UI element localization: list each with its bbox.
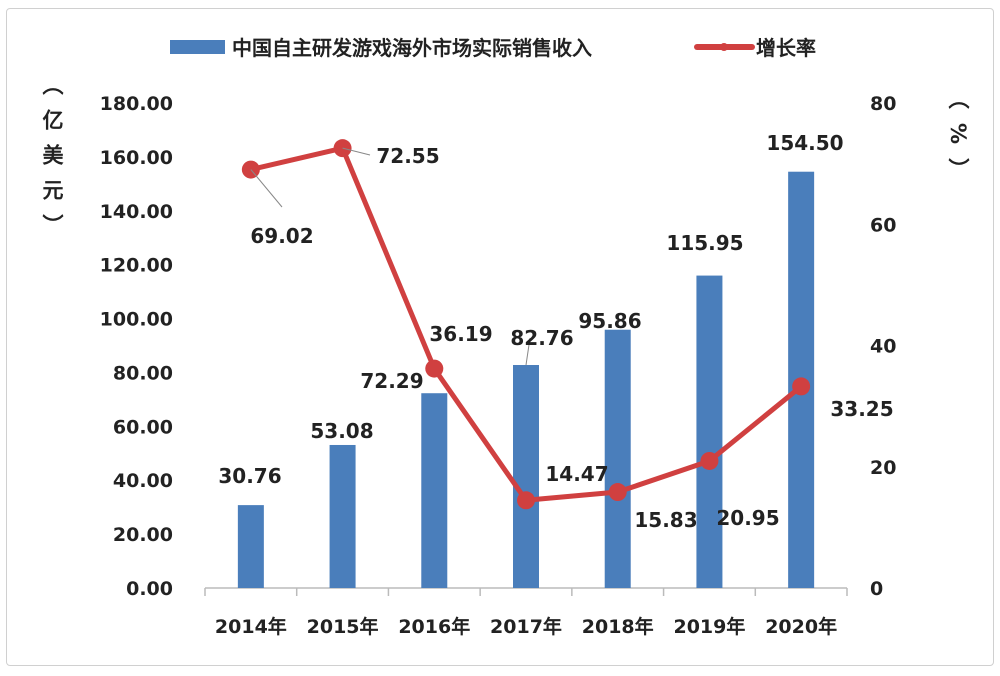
growth-point	[425, 359, 444, 378]
leader-line	[342, 147, 371, 156]
legend-line-label: 增长率	[756, 36, 816, 60]
bar-data-label: 72.29	[360, 369, 423, 393]
bar	[604, 329, 631, 588]
bar-data-label: 154.50	[766, 131, 843, 155]
x-axis-tick-label: 2020年	[765, 615, 837, 638]
bar	[329, 444, 356, 588]
legend-bar-swatch	[170, 40, 225, 54]
bar-data-label: 95.86	[578, 309, 641, 333]
growth-point	[792, 377, 811, 396]
line-data-label: 15.83	[634, 508, 697, 532]
right-axis-tick-label: 0	[870, 578, 883, 600]
chart-frame	[6, 8, 994, 666]
line-data-label: 20.95	[716, 506, 779, 530]
right-axis-title: （%）	[946, 88, 970, 194]
left-axis-tick-label: 180.00	[100, 93, 173, 115]
left-axis-tick-label: 160.00	[100, 147, 173, 169]
bar-data-label: 53.08	[310, 419, 373, 443]
leader-line	[525, 337, 531, 366]
bar-data-label: 115.95	[666, 231, 743, 255]
right-axis-tick-label: 20	[870, 457, 896, 479]
left-axis-tick-label: 60.00	[113, 416, 173, 438]
legend-line-marker	[720, 43, 728, 51]
line-data-label: 36.19	[429, 322, 492, 346]
left-axis-tick-label: 20.00	[113, 524, 173, 546]
left-axis-tick-label: 0.00	[126, 578, 173, 600]
x-axis-tick-label: 2015年	[307, 615, 379, 638]
left-axis-tick-label: 140.00	[100, 201, 173, 223]
x-axis-tick-label: 2014年	[215, 615, 287, 638]
bar	[237, 505, 264, 588]
bar-data-label: 82.76	[510, 326, 573, 350]
growth-point	[700, 451, 719, 470]
right-axis-tick-label: 80	[870, 93, 896, 115]
bar	[421, 393, 448, 588]
bar	[513, 365, 539, 588]
line-data-label: 72.55	[376, 144, 439, 168]
growth-point	[517, 491, 535, 510]
left-axis-tick-label: 40.00	[113, 470, 173, 492]
line-data-label: 33.25	[830, 397, 893, 421]
leader-line	[250, 169, 283, 208]
x-axis-tick-label: 2018年	[582, 615, 654, 638]
line-data-label: 69.02	[250, 224, 313, 248]
right-axis-tick-label: 40	[870, 336, 896, 358]
bar	[696, 275, 723, 588]
left-axis-tick-label: 120.00	[100, 255, 173, 277]
x-axis-tick-label: 2016年	[398, 615, 470, 638]
legend-bar-label: 中国自主研发游戏海外市场实际销售收入	[232, 36, 592, 60]
growth-point	[608, 483, 627, 502]
right-axis-tick-label: 60	[870, 214, 896, 236]
left-axis-tick-label: 100.00	[100, 309, 173, 331]
left-axis-tick-label: 80.00	[113, 362, 173, 384]
x-axis-tick-label: 2017年	[490, 615, 562, 638]
line-data-label: 14.47	[545, 462, 608, 486]
bar-data-label: 30.76	[218, 464, 281, 488]
x-axis-tick-label: 2019年	[673, 615, 745, 638]
left-axis-title: （亿美元）	[40, 74, 64, 249]
